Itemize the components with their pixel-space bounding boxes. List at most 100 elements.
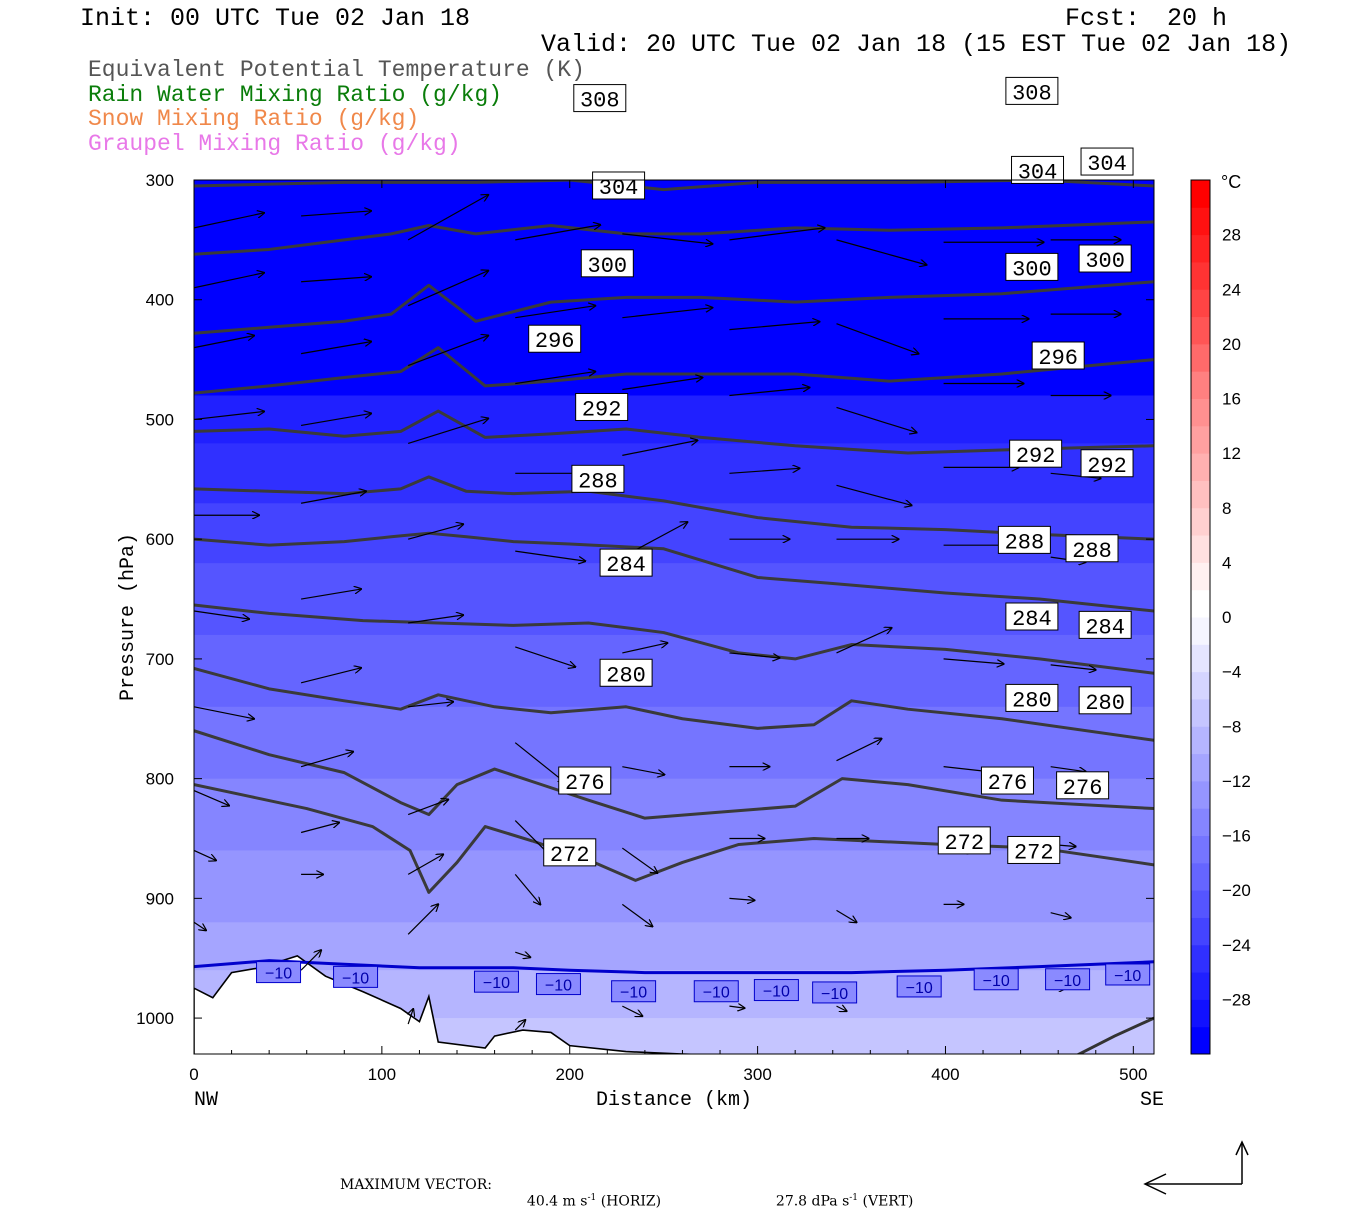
wind-vector bbox=[1050, 472, 1101, 478]
isotherm-label: −10 bbox=[620, 985, 647, 1002]
theta-e-label-box bbox=[1007, 835, 1061, 864]
wind-vector bbox=[621, 847, 657, 873]
x-tick-label: 300 bbox=[743, 1065, 771, 1084]
wind-vector bbox=[408, 524, 463, 540]
colorbar-swatch bbox=[1191, 535, 1210, 563]
wind-vector bbox=[408, 702, 453, 708]
colorbar-swatch bbox=[1191, 944, 1210, 973]
wind-vector bbox=[1050, 664, 1096, 670]
x-tick-label: 0 bbox=[189, 1065, 198, 1084]
wind-vector bbox=[836, 323, 919, 354]
y-tick-label: 800 bbox=[146, 770, 174, 789]
wind-vector bbox=[622, 766, 664, 775]
wind-vector bbox=[300, 668, 361, 684]
wind-vector bbox=[943, 658, 1004, 664]
colorbar-swatch bbox=[1191, 917, 1210, 946]
theta-e-label: 272 bbox=[550, 843, 590, 868]
colorbar-swatch bbox=[1191, 999, 1210, 1028]
wind-vector bbox=[194, 273, 264, 289]
theta-e-label: 288 bbox=[1005, 530, 1045, 555]
wind-vector bbox=[515, 550, 585, 561]
wind-vector bbox=[622, 308, 712, 319]
colorbar-swatch bbox=[1191, 180, 1210, 208]
wind-vector bbox=[729, 468, 799, 474]
isotherm-label-box bbox=[812, 981, 858, 1004]
colorbar-swatch bbox=[1191, 617, 1210, 645]
theta-e-label-box bbox=[558, 766, 612, 795]
x-tick-label: 100 bbox=[368, 1065, 396, 1084]
wind-vector bbox=[407, 854, 443, 875]
theta-e-label-box bbox=[1031, 341, 1085, 370]
colorbar-swatch bbox=[1191, 398, 1210, 427]
wind-vector bbox=[301, 277, 371, 283]
wind-vector bbox=[194, 790, 229, 806]
wind-vector bbox=[194, 921, 206, 930]
wind-vector bbox=[1050, 766, 1086, 772]
wind-vector bbox=[300, 752, 353, 768]
wind-vector bbox=[1050, 912, 1071, 918]
colorbar-swatch bbox=[1191, 698, 1210, 727]
wind-vector bbox=[407, 195, 488, 241]
theta-e-contour-296 bbox=[194, 409, 1154, 455]
terrain-slope-right bbox=[1076, 1016, 1154, 1054]
isotherm-label-box bbox=[256, 961, 302, 984]
isotherm-label-box bbox=[693, 980, 739, 1003]
valid-time: Valid: 20 UTC Tue 02 Jan 18 (15 EST Tue … bbox=[541, 30, 1292, 59]
y-tick-label: 900 bbox=[146, 889, 174, 908]
wind-vector bbox=[194, 213, 264, 229]
colorbar-swatch bbox=[1191, 835, 1210, 864]
theta-e-label-box bbox=[1005, 683, 1059, 712]
theta-e-label-box bbox=[1078, 686, 1132, 715]
wind-vector bbox=[194, 336, 254, 349]
temperature-band bbox=[194, 180, 1154, 301]
isotherm-label: −10 bbox=[763, 984, 790, 1001]
forecast-hour-value: 20 h bbox=[1167, 4, 1228, 33]
x-tick-label: 400 bbox=[931, 1065, 959, 1084]
colorbar-swatch bbox=[1191, 343, 1210, 372]
y-axis-label: Pressure (hPa) bbox=[117, 533, 140, 701]
isotherm-label: −10 bbox=[265, 966, 292, 983]
wind-vector bbox=[836, 484, 912, 505]
colorbar-swatch bbox=[1191, 507, 1210, 536]
theta-e-contour-284 bbox=[194, 603, 1154, 675]
theta-e-contour-312 bbox=[194, 180, 1154, 192]
plot-frame bbox=[193, 179, 1155, 1055]
colorbar-tick-label: 16 bbox=[1222, 390, 1241, 409]
isotherm-label: −10 bbox=[545, 978, 572, 995]
wind-vector bbox=[407, 418, 488, 444]
colorbar-tick-label: 28 bbox=[1222, 226, 1241, 245]
theta-e-label-box bbox=[1056, 771, 1110, 800]
y-tick-label: 1000 bbox=[136, 1009, 174, 1028]
theta-e-label-box bbox=[571, 464, 625, 493]
colorbar-tick-label: 0 bbox=[1222, 608, 1231, 627]
isotherm-label-box bbox=[611, 980, 657, 1003]
theta-e-label: 284 bbox=[606, 553, 646, 578]
theta-e-label-box bbox=[1080, 449, 1134, 478]
theta-e-label: 284 bbox=[1085, 615, 1125, 640]
colorbar-swatch bbox=[1191, 371, 1210, 399]
colorbar-swatch bbox=[1191, 234, 1210, 263]
isotherm-label-box bbox=[973, 968, 1019, 991]
isotherm-label-box bbox=[896, 975, 942, 998]
isotherm-label: −10 bbox=[342, 970, 369, 987]
colorbar-swatch bbox=[1191, 562, 1210, 591]
wind-vector bbox=[836, 739, 882, 762]
theta-e-label: 280 bbox=[606, 663, 646, 688]
colorbar-tick-label: −4 bbox=[1222, 663, 1241, 682]
wind-vector bbox=[515, 952, 530, 957]
wind-vector bbox=[301, 211, 371, 217]
wind-vector bbox=[300, 589, 361, 600]
temperature-band bbox=[194, 503, 1154, 565]
wind-vector bbox=[300, 823, 339, 834]
colorbar-swatch bbox=[1191, 480, 1210, 509]
theta-e-label-box bbox=[937, 826, 991, 855]
wind-vector bbox=[194, 610, 249, 619]
theta-e-contour-300 bbox=[194, 346, 1154, 395]
theta-e-label-box bbox=[528, 324, 582, 353]
theta-e-label: 292 bbox=[1016, 444, 1056, 469]
theta-e-contour-272 bbox=[194, 783, 1154, 894]
wind-vector bbox=[407, 271, 488, 307]
wind-vector bbox=[515, 306, 595, 319]
theta-e-label-box bbox=[599, 658, 653, 687]
colorbar-swatch bbox=[1191, 890, 1210, 918]
